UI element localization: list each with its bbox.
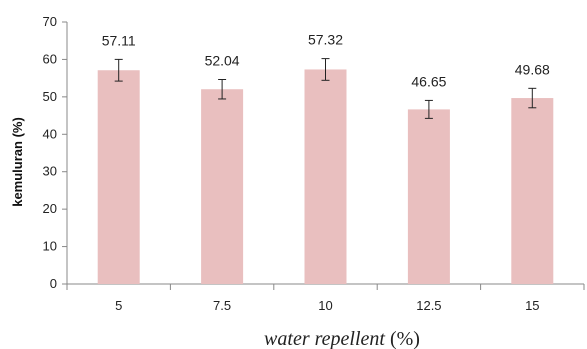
data-label: 49.68 <box>515 61 550 77</box>
bar <box>511 98 554 284</box>
bar <box>407 109 450 284</box>
x-tick-label: 12.5 <box>416 298 441 313</box>
x-axis-label: water repellent (%) <box>264 328 420 349</box>
bar <box>304 69 347 284</box>
y-tick-label: 60 <box>43 51 57 66</box>
y-tick-label: 50 <box>43 89 57 104</box>
y-tick-label: 30 <box>43 164 57 179</box>
y-tick-label: 0 <box>50 276 57 291</box>
bars <box>97 69 554 285</box>
x-tick-label: 5 <box>115 298 122 313</box>
y-ticks: 0 10 20 30 40 50 60 70 <box>43 14 67 291</box>
y-tick-label: 70 <box>43 14 57 29</box>
data-labels: 57.11 52.04 57.32 46.65 49.68 <box>102 32 550 90</box>
x-tick-label: 10 <box>318 298 332 313</box>
data-label: 46.65 <box>411 73 446 89</box>
data-label: 57.32 <box>308 32 343 48</box>
bar <box>97 70 140 285</box>
data-label: 57.11 <box>102 32 136 48</box>
x-axis-label-unit: (%) <box>385 328 420 349</box>
y-tick-label: 20 <box>43 201 57 216</box>
x-axis-label-italic: water repellent <box>264 328 385 349</box>
bar <box>201 89 244 285</box>
data-label: 52.04 <box>205 52 240 68</box>
error-bars <box>114 58 537 119</box>
x-tick-label: 7.5 <box>213 298 231 313</box>
y-tick-label: 40 <box>43 126 57 141</box>
y-tick-label: 10 <box>43 239 57 254</box>
x-ticks: 5 7.5 10 12.5 15 <box>66 284 585 313</box>
x-tick-label: 15 <box>525 298 539 313</box>
y-axis-label: kemuluran (%) <box>10 117 25 207</box>
